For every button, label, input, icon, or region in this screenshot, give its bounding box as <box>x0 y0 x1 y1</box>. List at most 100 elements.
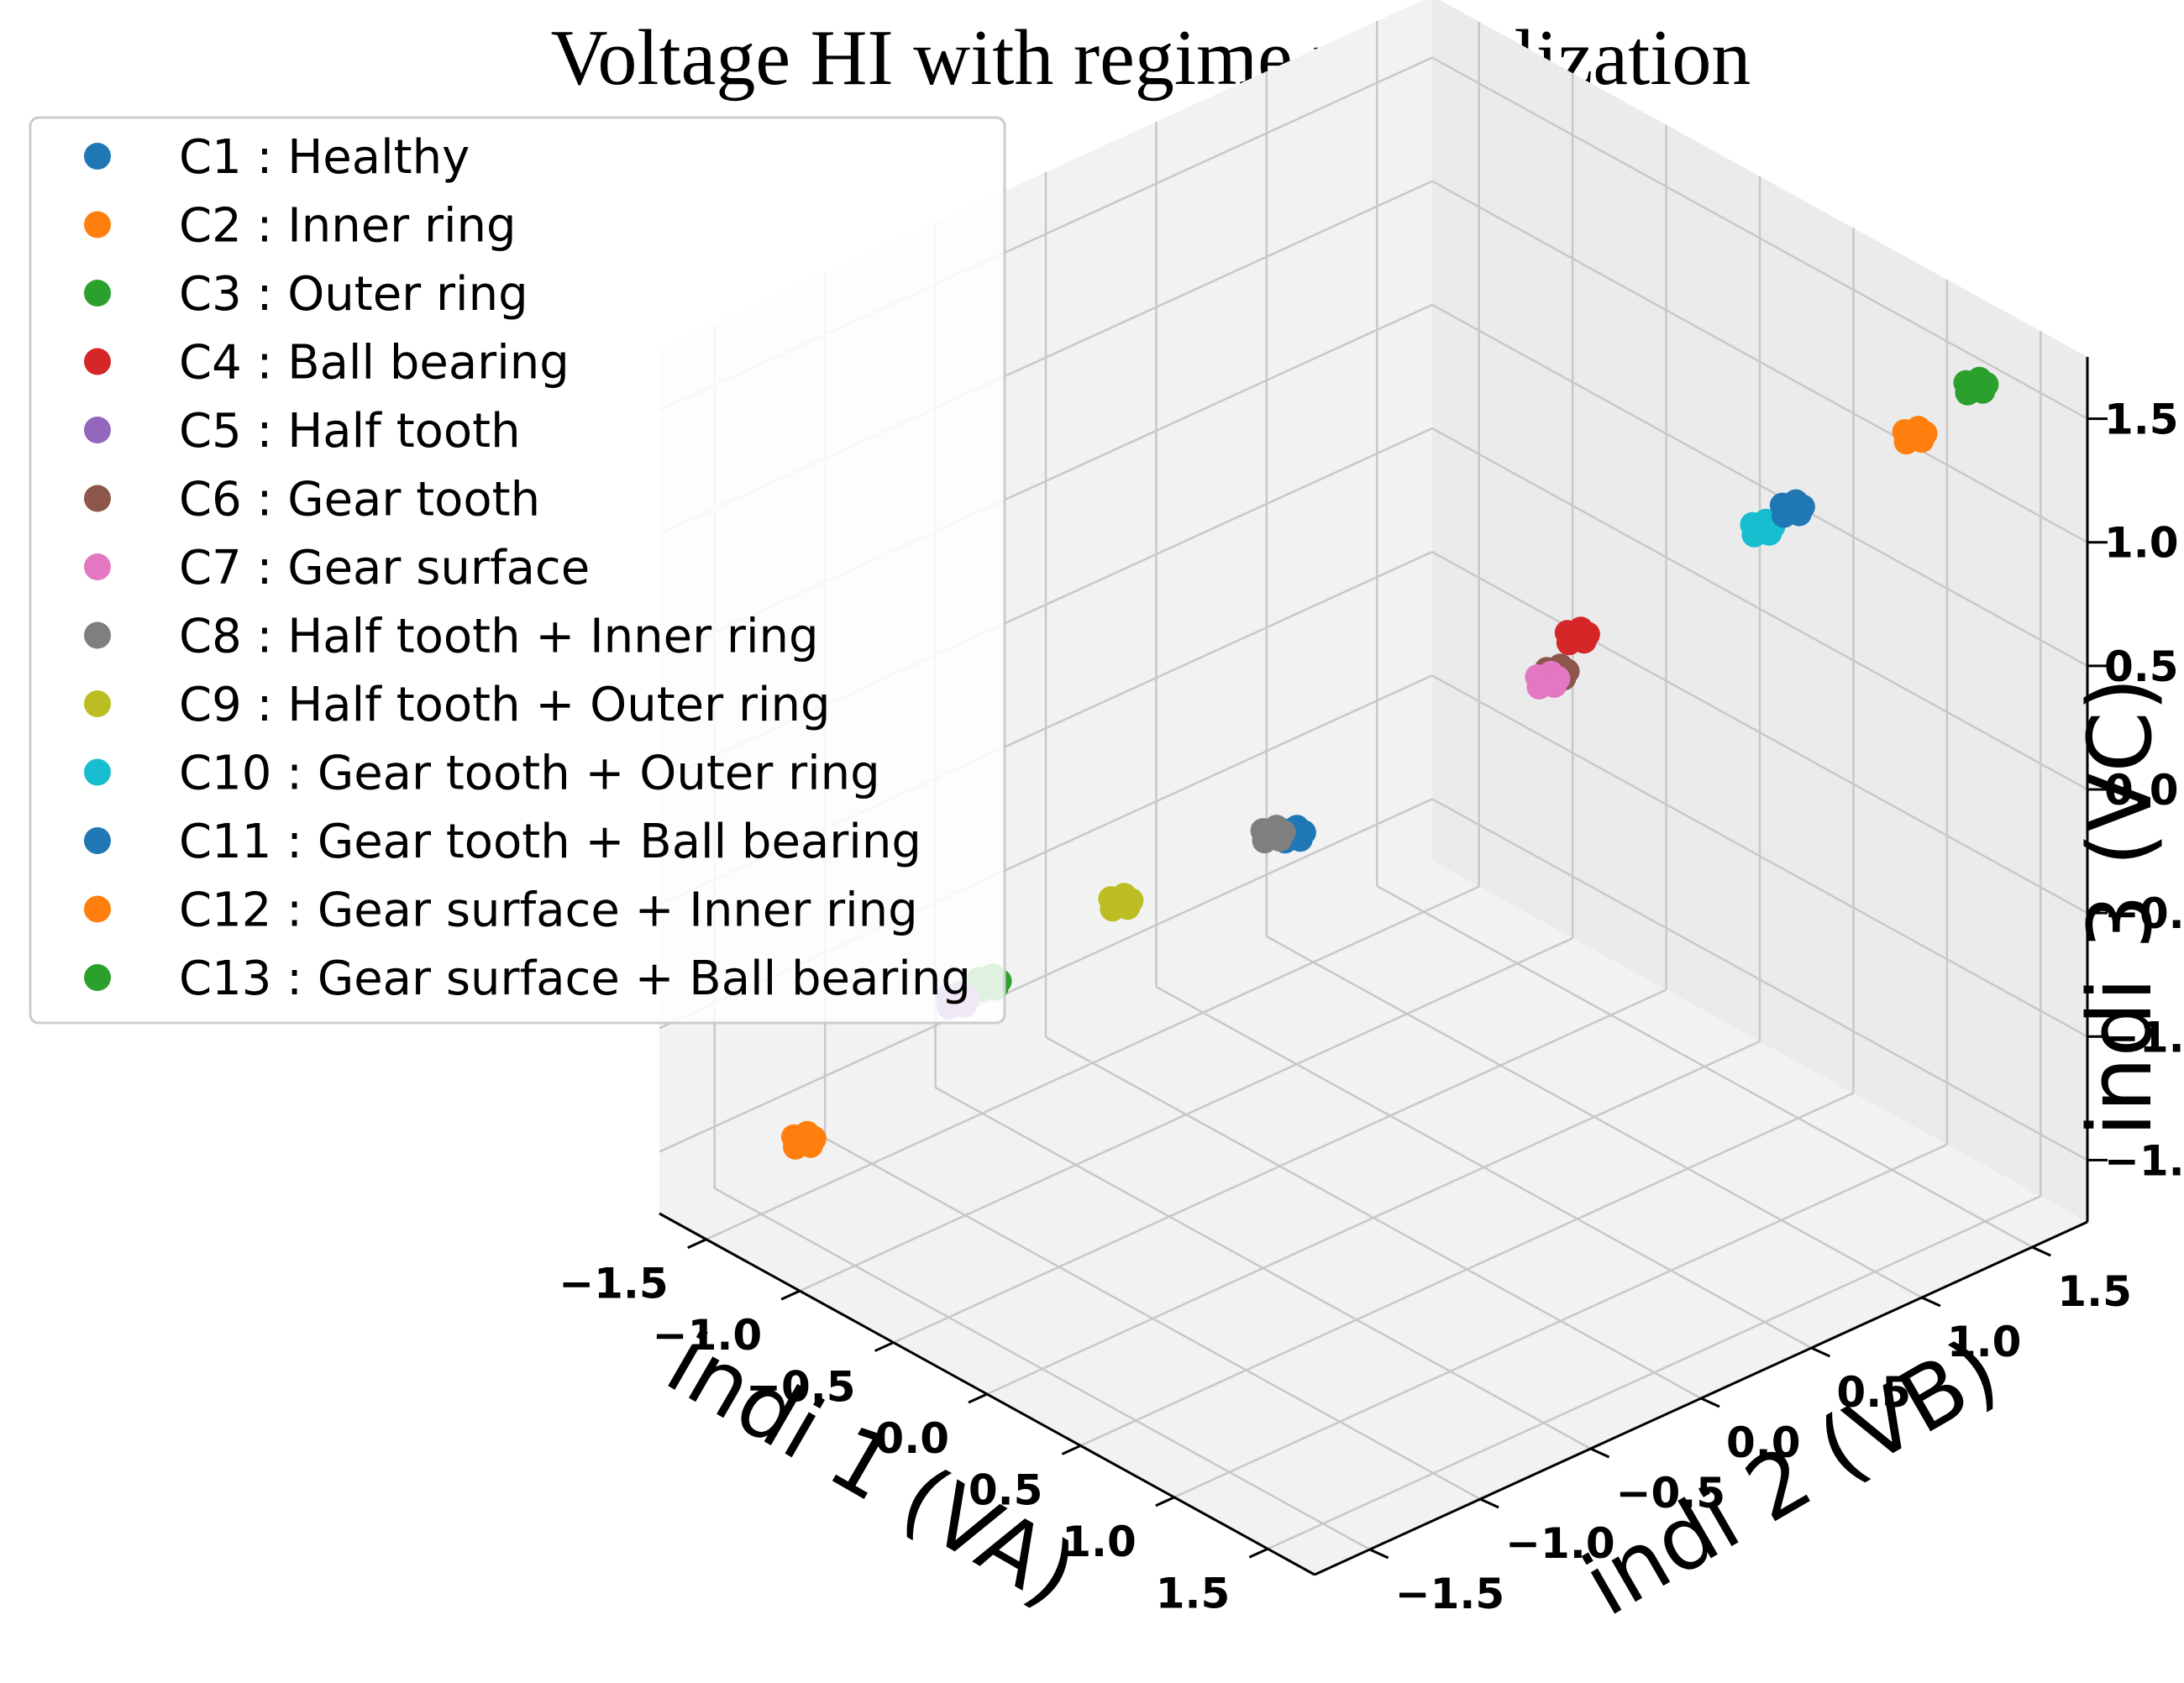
legend-label: C10 : Gear tooth + Outer ring <box>179 747 880 801</box>
legend-marker <box>84 348 111 375</box>
legend-item: C2 : Inner ring <box>84 199 517 254</box>
z-tick-label: −0.5 <box>2104 889 2184 938</box>
legend-item: C5 : Half tooth <box>84 404 521 459</box>
data-point <box>1270 820 1296 846</box>
legend-label: C4 : Ball bearing <box>179 336 570 391</box>
z-tick-label: −1.0 <box>2104 1013 2184 1062</box>
legend-label: C12 : Gear surface + Inner ring <box>179 883 918 938</box>
grid-line-z-side <box>1431 56 2088 420</box>
legend-marker <box>84 827 111 854</box>
grid-line-z-side <box>1431 427 2088 791</box>
legend-item: C12 : Gear surface + Inner ring <box>84 883 918 938</box>
y-tick-mark <box>1369 1548 1389 1560</box>
legend-marker <box>84 211 111 239</box>
legend-item: C11 : Gear tooth + Ball bearing <box>84 815 921 869</box>
data-point <box>781 1124 806 1150</box>
data-point <box>1554 620 1580 646</box>
legend-marker <box>84 690 111 717</box>
z-tick-label: −1.5 <box>2104 1136 2184 1185</box>
grid-line-z-side <box>1431 674 2088 1038</box>
legend-item: C4 : Ball bearing <box>84 336 570 391</box>
x-tick-mark <box>687 1238 707 1250</box>
legend-item: C10 : Gear tooth + Outer ring <box>84 747 880 801</box>
series-cluster <box>1554 616 1600 656</box>
series-cluster <box>1250 815 1296 854</box>
y-tick-mark <box>1700 1397 1720 1408</box>
legend-item: C1 : Healthy <box>84 130 470 185</box>
grid-line-z-side <box>1431 551 2088 915</box>
legend-label: C11 : Gear tooth + Ball bearing <box>179 815 921 869</box>
data-point <box>1545 665 1571 691</box>
z-tick-label: 1.0 <box>2104 519 2179 568</box>
y-tick-label: −0.5 <box>1616 1469 1725 1518</box>
y-tick-label: −1.5 <box>1395 1570 1504 1618</box>
x-tick-label: −1.5 <box>559 1260 668 1308</box>
data-point <box>1250 818 1276 844</box>
legend-marker <box>84 280 111 307</box>
legend-label: C6 : Gear tooth <box>179 473 540 527</box>
legend-label: C1 : Healthy <box>179 130 470 185</box>
legend-label: C2 : Inner ring <box>179 199 517 254</box>
legend-item: C3 : Outer ring <box>84 267 528 322</box>
data-point <box>1290 820 1316 846</box>
data-point <box>1892 419 1918 445</box>
data-point <box>1953 370 1979 396</box>
y-tick-mark <box>1810 1346 1831 1358</box>
series-cluster <box>781 1120 827 1160</box>
y-tick-mark <box>2031 1245 2051 1257</box>
series-cluster <box>1892 416 1938 455</box>
z-axis-label: indi 3 (VC) <box>2069 678 2171 1137</box>
x-tick-label: 0.0 <box>874 1414 949 1463</box>
z-tick-label: 0.5 <box>2104 642 2179 691</box>
grid-line-y-floor <box>1155 985 1813 1350</box>
legend-marker <box>84 621 111 649</box>
grid-line-y-floor <box>714 1187 1371 1551</box>
grid-line-y-floor <box>1045 1035 1702 1400</box>
grid-line-y-floor <box>934 1086 1592 1450</box>
grid-line-y-floor <box>1376 884 2033 1249</box>
legend-item: C8 : Half tooth + Inner ring <box>84 610 819 664</box>
legend-marker <box>84 758 111 786</box>
series-cluster <box>1769 489 1815 528</box>
z-tick-label: 0.0 <box>2104 766 2179 815</box>
y-tick-label: 1.5 <box>2057 1267 2132 1316</box>
grid-line-z-back <box>659 798 1433 1153</box>
x-tick-label: 1.5 <box>1156 1569 1231 1617</box>
data-point <box>1769 492 1795 518</box>
legend-item: C9 : Half tooth + Outer ring <box>84 678 831 732</box>
data-point <box>1740 511 1766 537</box>
y-tick-label: 0.0 <box>1726 1418 1801 1467</box>
legend-label: C7 : Gear surface <box>179 541 590 595</box>
grid-line-z-side <box>1431 180 2088 543</box>
data-point <box>1118 888 1144 914</box>
legend-marker <box>84 895 111 923</box>
legend: C1 : Healthy C2 : Inner ring C3 : Outer ri… <box>29 116 1006 1025</box>
grid-line-z-side <box>1431 798 2088 1161</box>
data-point <box>1912 421 1938 447</box>
x-tick-mark <box>1061 1444 1082 1455</box>
x-tick-label: 0.5 <box>969 1465 1043 1514</box>
data-point <box>1098 886 1124 912</box>
data-point <box>1973 371 1999 397</box>
legend-label: C9 : Half tooth + Outer ring <box>179 678 831 732</box>
legend-marker <box>84 417 111 443</box>
data-point <box>1525 663 1551 689</box>
x-tick-mark <box>874 1341 895 1352</box>
legend-marker <box>84 143 111 170</box>
x-tick-label: −0.5 <box>746 1363 855 1412</box>
legend-label: C3 : Outer ring <box>179 267 528 322</box>
data-point <box>801 1125 827 1151</box>
z-tick-label: 1.5 <box>2104 396 2179 444</box>
tick-marks: −1.5−1.0−0.50.00.51.01.5 −1.5−1.0−0.50.00… <box>559 396 2184 1618</box>
x-tick-label: 1.0 <box>1062 1518 1137 1566</box>
series-cluster <box>1953 366 1999 406</box>
legend-frame <box>29 116 1006 1025</box>
data-point <box>1574 621 1600 648</box>
legend-label: C8 : Half tooth + Inner ring <box>179 610 819 664</box>
x-tick-mark <box>968 1392 988 1404</box>
grid-line-y-floor <box>1266 935 1923 1299</box>
series-cluster <box>1525 660 1571 700</box>
y-tick-label: −1.0 <box>1505 1519 1614 1568</box>
